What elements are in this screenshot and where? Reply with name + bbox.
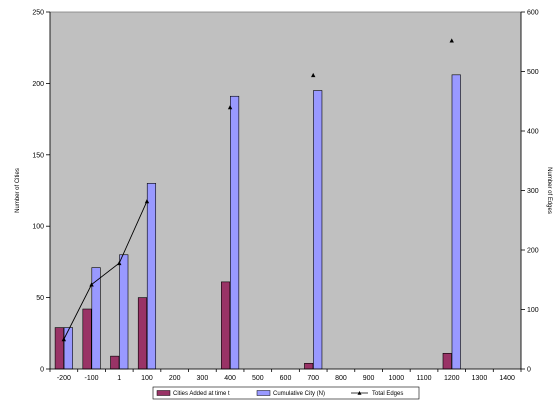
legend: Cities Added at time t Cumulative City (…	[152, 386, 420, 400]
bar-cities-added-at-time-t-400	[221, 281, 231, 370]
marker-total-edges-200	[61, 337, 67, 342]
x-tick-label-1200: 1200	[444, 375, 460, 382]
y-left-tick-label-200: 200	[32, 81, 44, 88]
bar-cumulative-city-n-700	[313, 90, 323, 370]
x-tick-label-500: 500	[252, 375, 264, 382]
x-tick-label-700: 700	[307, 375, 319, 382]
x-tick-label-400: 400	[224, 375, 236, 382]
x-tick-label-200: -200	[57, 375, 71, 382]
x-tick-label-600: 600	[280, 375, 292, 382]
bar-cities-added-at-time-t-100	[82, 308, 92, 370]
marker-total-edges-1	[117, 260, 122, 266]
bar-cities-added-at-time-t-700	[304, 362, 314, 370]
legend-label-total-edges: Total Edges	[372, 391, 403, 397]
legend-label-cumulative-city: Cumulative City (N)	[273, 391, 325, 397]
x-tick-label-100: -100	[85, 375, 99, 382]
axes-layer: 0 50 100 150 200 250 0 100 200 300 400 500 600 -200 -1…	[32, 10, 538, 383]
y-right-tick-label-600: 600	[527, 10, 539, 17]
y-left-tick-label-100: 100	[32, 224, 44, 231]
x-tick-label-1100: 1100	[416, 375, 431, 382]
x-tick-label-900: 900	[363, 375, 375, 382]
legend-swatch-cumulative-city	[256, 390, 271, 396]
bar-cumulative-city-n-1	[119, 254, 129, 370]
x-tick-label-200: 200	[169, 375, 181, 382]
bar-cumulative-city-n-1200	[451, 74, 461, 370]
bar-cities-added-at-time-t-1200	[442, 352, 452, 370]
marker-total-edges-100	[89, 282, 94, 287]
y-left-tick-label-150: 150	[32, 152, 44, 159]
y-left-tick-label-250: 250	[32, 10, 44, 17]
marker-total-edges-100	[144, 199, 150, 204]
legend-marker-total-edges	[357, 391, 362, 395]
y-right-tick-label-100: 100	[527, 307, 539, 314]
y-right-tick-label-400: 400	[527, 129, 539, 136]
y-axis-right-title: Number of Edges	[546, 167, 552, 214]
y-left-tick-label-0: 0	[40, 367, 44, 374]
y-right-tick-label-200: 200	[527, 248, 539, 255]
x-tick-label-1000: 1000	[389, 375, 405, 382]
x-tick-label-100: 100	[141, 375, 153, 382]
marker-total-edges-1200	[449, 38, 454, 43]
plot-area	[49, 11, 522, 370]
bar-cities-added-at-time-t-1	[110, 355, 120, 370]
marker-total-edges-400	[227, 105, 233, 110]
legend-swatch-cities-added	[156, 390, 171, 396]
x-tick-label-300: 300	[197, 375, 209, 382]
bar-cumulative-city-n-400	[230, 95, 240, 370]
x-tick-label-1: 1	[117, 375, 121, 382]
legend-label-cities-added: Cities Added at time t	[173, 391, 230, 397]
y-left-tick-label-50: 50	[36, 295, 44, 302]
y-right-tick-label-500: 500	[527, 69, 539, 76]
bar-cities-added-at-time-t-200	[54, 327, 64, 370]
x-tick-label-1400: 1400	[499, 375, 515, 382]
bar-cumulative-city-n-200	[63, 327, 73, 370]
y-axis-left-title: Number of Cities	[15, 168, 21, 213]
line-total-edges	[63, 201, 148, 340]
bar-cumulative-city-n-100	[146, 183, 157, 370]
y-right-tick-label-0: 0	[527, 367, 531, 374]
x-tick-label-1300: 1300	[472, 375, 488, 382]
marker-total-edges-700	[311, 72, 316, 78]
bar-cities-added-at-time-t-100	[137, 297, 148, 370]
line-layer	[61, 38, 454, 342]
x-tick-label-800: 800	[335, 375, 347, 382]
legend-box	[152, 386, 420, 400]
y-right-tick-label-300: 300	[527, 188, 539, 195]
